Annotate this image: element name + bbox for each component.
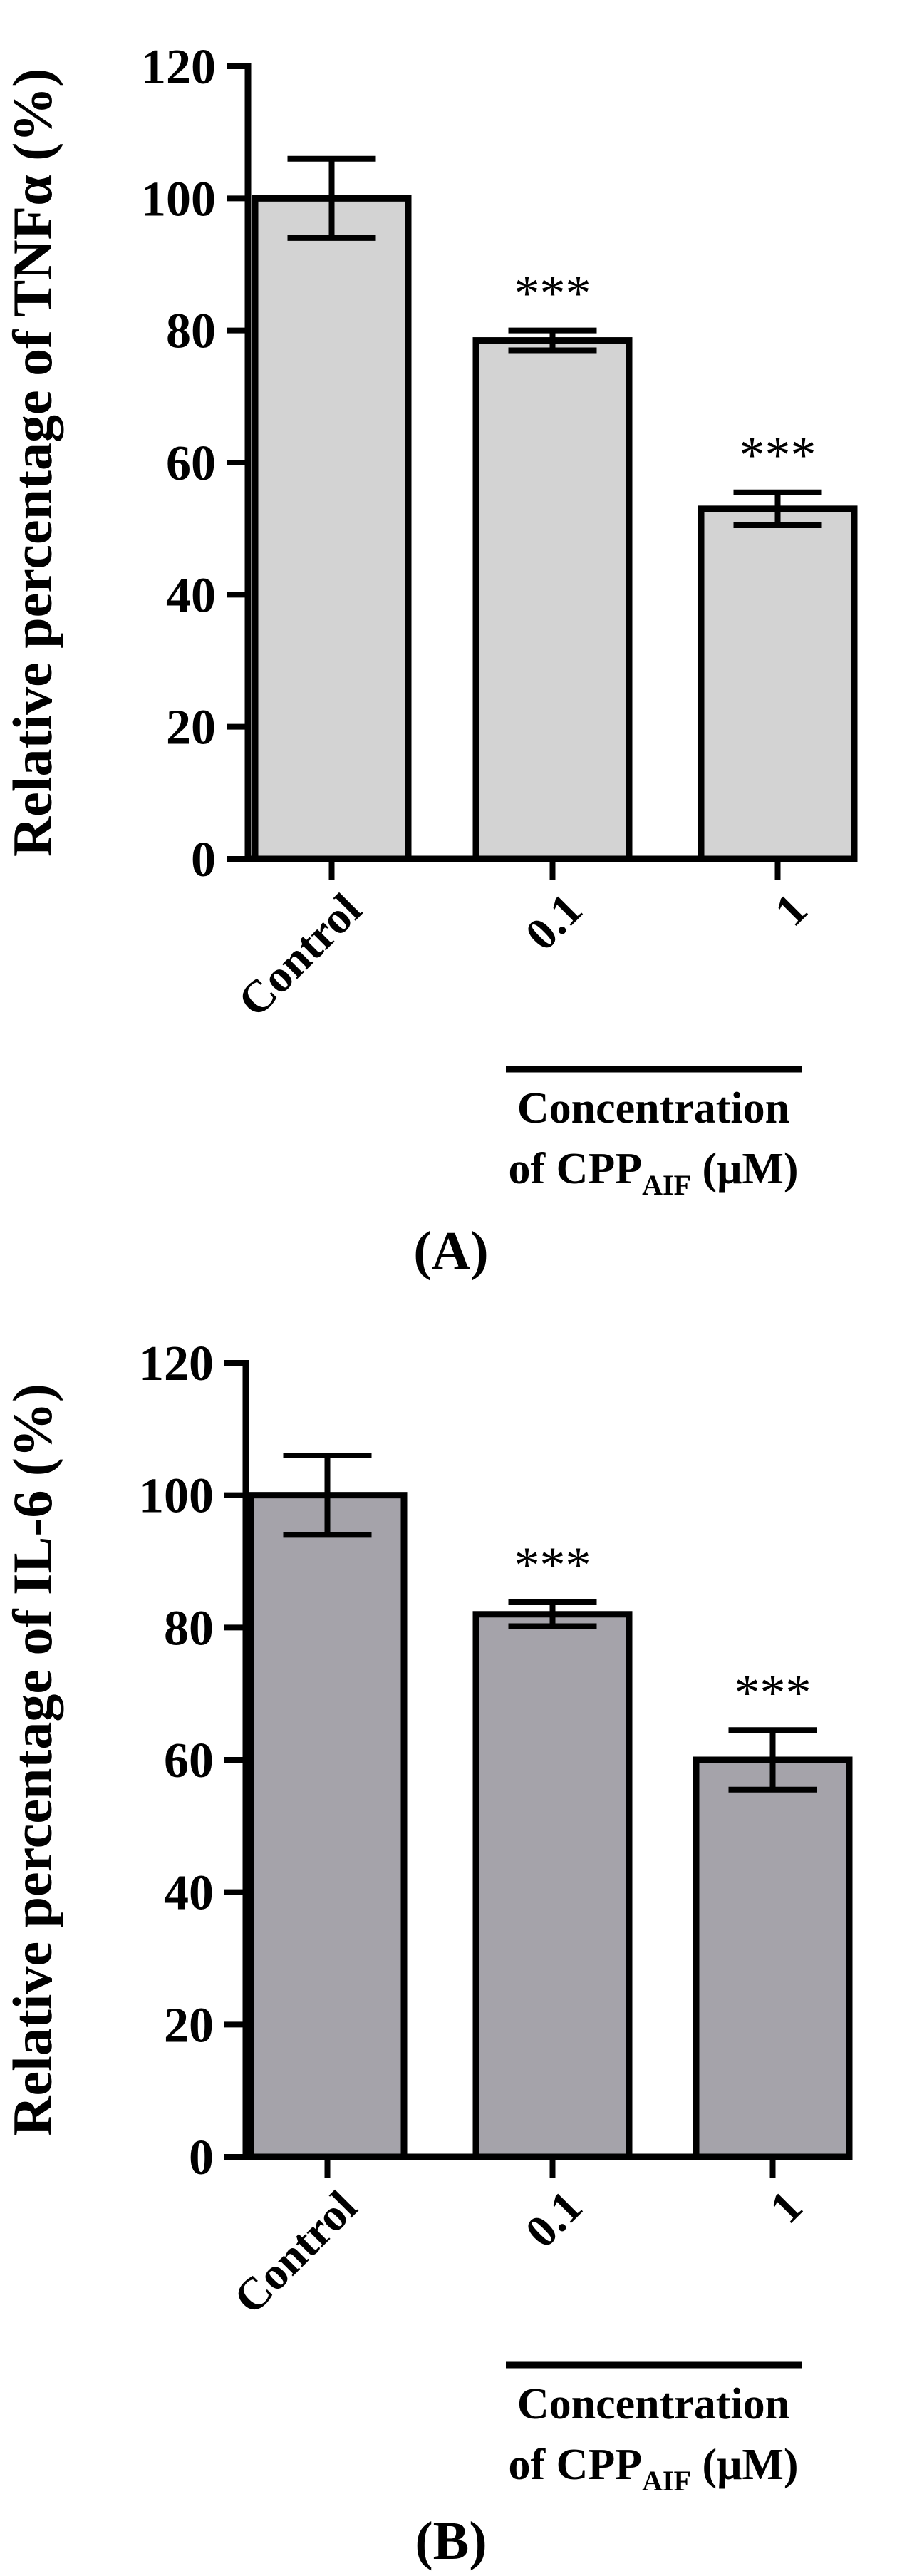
category-label-0: Control: [228, 884, 370, 1026]
y-tick-label-3: 60: [166, 436, 216, 491]
y-axis-title: Relative percentage of TNFα (%): [1, 68, 63, 857]
y-tick-label-1: 20: [166, 701, 216, 756]
bar-0: [247, 1492, 408, 2160]
y-tick-label-0: 0: [191, 833, 216, 887]
group-label-line1: Concentration: [517, 1084, 789, 1133]
y-tick-label-0: 0: [189, 2131, 214, 2185]
category-label-0: Control: [224, 2181, 366, 2324]
significance-label-2: ***: [735, 1664, 812, 1721]
group-label-line1: Concentration: [517, 2380, 789, 2428]
significance-label-1: ***: [514, 1537, 591, 1594]
y-tick-label-5: 100: [139, 1469, 214, 1524]
significance-label-1: ***: [514, 265, 591, 322]
panel-label: (B): [415, 2511, 487, 2571]
category-label-1: 0.1: [516, 884, 592, 960]
y-tick-label-1: 20: [164, 1998, 214, 2053]
panel-b: Control *** 0.1 *** 1 0 20 40 60 80 100 120 Relative…: [1, 1336, 853, 2571]
category-label-2: 1: [760, 2181, 812, 2233]
y-tick-label-4: 80: [166, 304, 216, 359]
group-label-suffix: (μM): [691, 2441, 798, 2489]
bar-1: [472, 337, 633, 862]
y-tick-label-6: 120: [139, 1336, 214, 1391]
y-tick-label-6: 120: [141, 40, 216, 95]
group-label-line2: of CPPAIF (μM): [508, 2441, 798, 2497]
significance-label-2: ***: [740, 427, 817, 484]
group-label-prefix: of CPP: [508, 2441, 642, 2489]
panel-label: (A): [413, 1221, 489, 1281]
panel-a: Control *** 0.1 *** 1 0 20 40 60 80 100 120 Relative…: [1, 40, 858, 1281]
y-tick-label-5: 100: [141, 172, 216, 227]
bar-2: [698, 505, 858, 862]
y-tick-label-2: 40: [166, 568, 216, 623]
category-label-1: 0.1: [516, 2181, 592, 2257]
group-label-subscript: AIF: [642, 2465, 691, 2497]
group-label-suffix: (μM): [691, 1145, 798, 1193]
y-tick-label-2: 40: [164, 1866, 214, 1921]
category-label-2: 1: [765, 884, 817, 936]
group-label-prefix: of CPP: [508, 1145, 642, 1193]
bar-2: [693, 1756, 853, 2160]
group-label-line2: of CPPAIF (μM): [508, 1145, 798, 1201]
bar-1: [472, 1611, 633, 2160]
y-axis-title: Relative percentage of IL-6 (%): [1, 1384, 63, 2136]
y-tick-label-4: 80: [164, 1601, 214, 1656]
group-label-subscript: AIF: [642, 1169, 691, 1201]
y-tick-label-3: 60: [164, 1733, 214, 1788]
bar-0: [252, 195, 412, 862]
